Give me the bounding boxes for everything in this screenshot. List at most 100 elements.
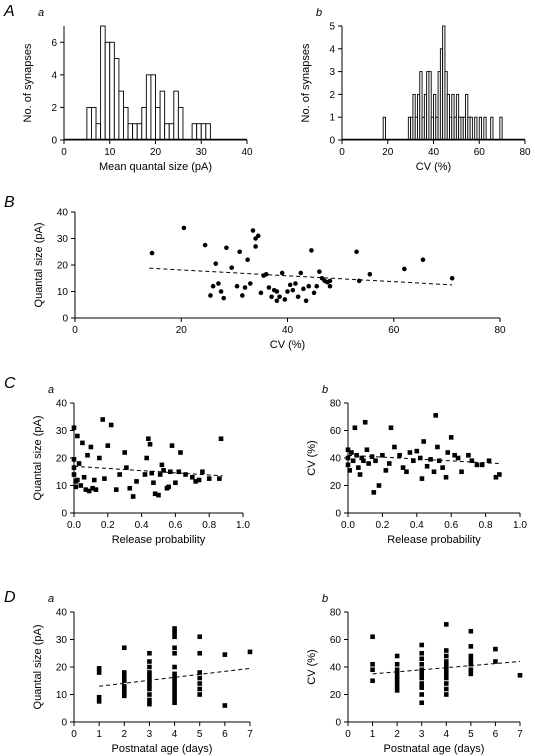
subpanel-label: a xyxy=(38,7,44,19)
data-point xyxy=(419,681,425,686)
y-tick-label: 10 xyxy=(56,481,68,492)
data-point xyxy=(166,484,171,490)
histogram-bar xyxy=(113,58,120,141)
data-point xyxy=(218,436,224,442)
x-axis-label: Postnatal age (days) xyxy=(112,743,213,755)
data-point xyxy=(197,650,203,656)
data-point xyxy=(419,642,425,648)
data-point xyxy=(71,472,77,477)
x-tick-label: 7 xyxy=(247,729,253,740)
data-point xyxy=(130,494,136,499)
data-point xyxy=(362,419,368,425)
data-point xyxy=(172,645,177,651)
histogram-bar xyxy=(104,41,111,141)
panel-label-B: B xyxy=(4,194,15,211)
data-point xyxy=(449,275,455,281)
data-point xyxy=(394,661,400,667)
data-point xyxy=(172,634,177,640)
data-point xyxy=(468,667,474,673)
data-point xyxy=(345,447,351,453)
data-point xyxy=(237,249,242,255)
data-point xyxy=(386,461,392,466)
data-point xyxy=(469,458,475,464)
data-point xyxy=(96,670,102,675)
histogram-bar xyxy=(499,116,503,141)
data-point xyxy=(146,436,151,442)
data-point xyxy=(253,244,258,249)
data-point xyxy=(151,480,156,486)
data-point xyxy=(443,692,449,697)
data-point xyxy=(356,278,362,284)
data-point xyxy=(354,249,359,255)
y-tick-label: 2 xyxy=(51,103,57,114)
data-point xyxy=(242,285,248,290)
data-point xyxy=(448,435,454,440)
x-tick-label: 0.6 xyxy=(444,520,458,531)
data-point xyxy=(394,675,400,681)
histogram-bar xyxy=(205,123,211,141)
data-point xyxy=(208,293,213,298)
data-point xyxy=(445,450,451,455)
data-point xyxy=(479,462,485,468)
data-point xyxy=(345,455,351,461)
data-point xyxy=(172,700,177,706)
data-point xyxy=(285,289,290,294)
data-point xyxy=(282,297,288,302)
data-point xyxy=(240,293,245,298)
data-point xyxy=(293,281,298,286)
data-point xyxy=(419,685,425,690)
data-point xyxy=(266,285,272,290)
y-tick-label: 0 xyxy=(335,509,341,520)
data-point xyxy=(71,457,77,462)
data-point xyxy=(327,278,333,284)
data-point xyxy=(443,659,449,664)
data-point xyxy=(459,469,464,475)
data-point xyxy=(290,287,296,293)
data-point xyxy=(309,248,314,253)
data-point xyxy=(468,657,474,663)
data-point xyxy=(183,472,188,477)
data-point xyxy=(347,468,353,473)
x-tick-label: 2 xyxy=(122,729,128,740)
data-point xyxy=(350,458,356,464)
data-point xyxy=(147,686,152,692)
histogram-bar xyxy=(132,123,138,141)
data-point xyxy=(274,289,280,294)
data-point xyxy=(157,472,163,477)
data-point xyxy=(147,659,152,664)
data-point xyxy=(493,659,498,664)
histogram-bar xyxy=(478,116,482,141)
data-point xyxy=(443,474,449,480)
data-point xyxy=(134,479,139,484)
histogram-bar xyxy=(469,116,473,141)
subpanel-label: b xyxy=(322,384,328,396)
subpanel-label: a xyxy=(48,593,54,605)
data-point xyxy=(144,455,149,461)
x-axis-label: Postnatal age (days) xyxy=(384,743,485,755)
data-point xyxy=(213,261,219,266)
y-tick-label: 0 xyxy=(51,136,57,147)
x-tick-label: 0.8 xyxy=(202,520,216,531)
data-point xyxy=(376,483,382,488)
data-point xyxy=(86,488,92,494)
x-tick-label: 40 xyxy=(241,147,253,158)
x-tick-label: 20 xyxy=(150,147,162,158)
data-point xyxy=(193,479,198,484)
x-tick-label: 0 xyxy=(71,729,77,740)
scatter-cv-vs-release-probability: 0.0 0.2 0.4 0.6 0.8 1.0 0 20 40 60 80 Release proba… xyxy=(306,384,527,546)
x-tick-label: 0.4 xyxy=(135,520,149,531)
data-point xyxy=(277,294,282,300)
data-point xyxy=(147,650,152,656)
data-point xyxy=(83,487,89,492)
histogram-bar xyxy=(483,116,487,141)
data-point xyxy=(149,470,155,476)
data-point xyxy=(468,653,474,659)
data-point xyxy=(443,681,449,686)
data-point xyxy=(159,462,165,468)
data-point xyxy=(80,440,85,446)
data-point xyxy=(359,455,365,461)
data-point xyxy=(443,622,449,627)
x-tick-label: 4 xyxy=(172,729,178,740)
histogram-bar xyxy=(200,123,207,141)
y-tick-label: 0 xyxy=(335,718,341,729)
